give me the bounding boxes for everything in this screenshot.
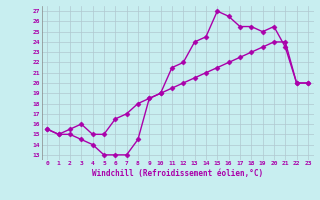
X-axis label: Windchill (Refroidissement éolien,°C): Windchill (Refroidissement éolien,°C): [92, 169, 263, 178]
